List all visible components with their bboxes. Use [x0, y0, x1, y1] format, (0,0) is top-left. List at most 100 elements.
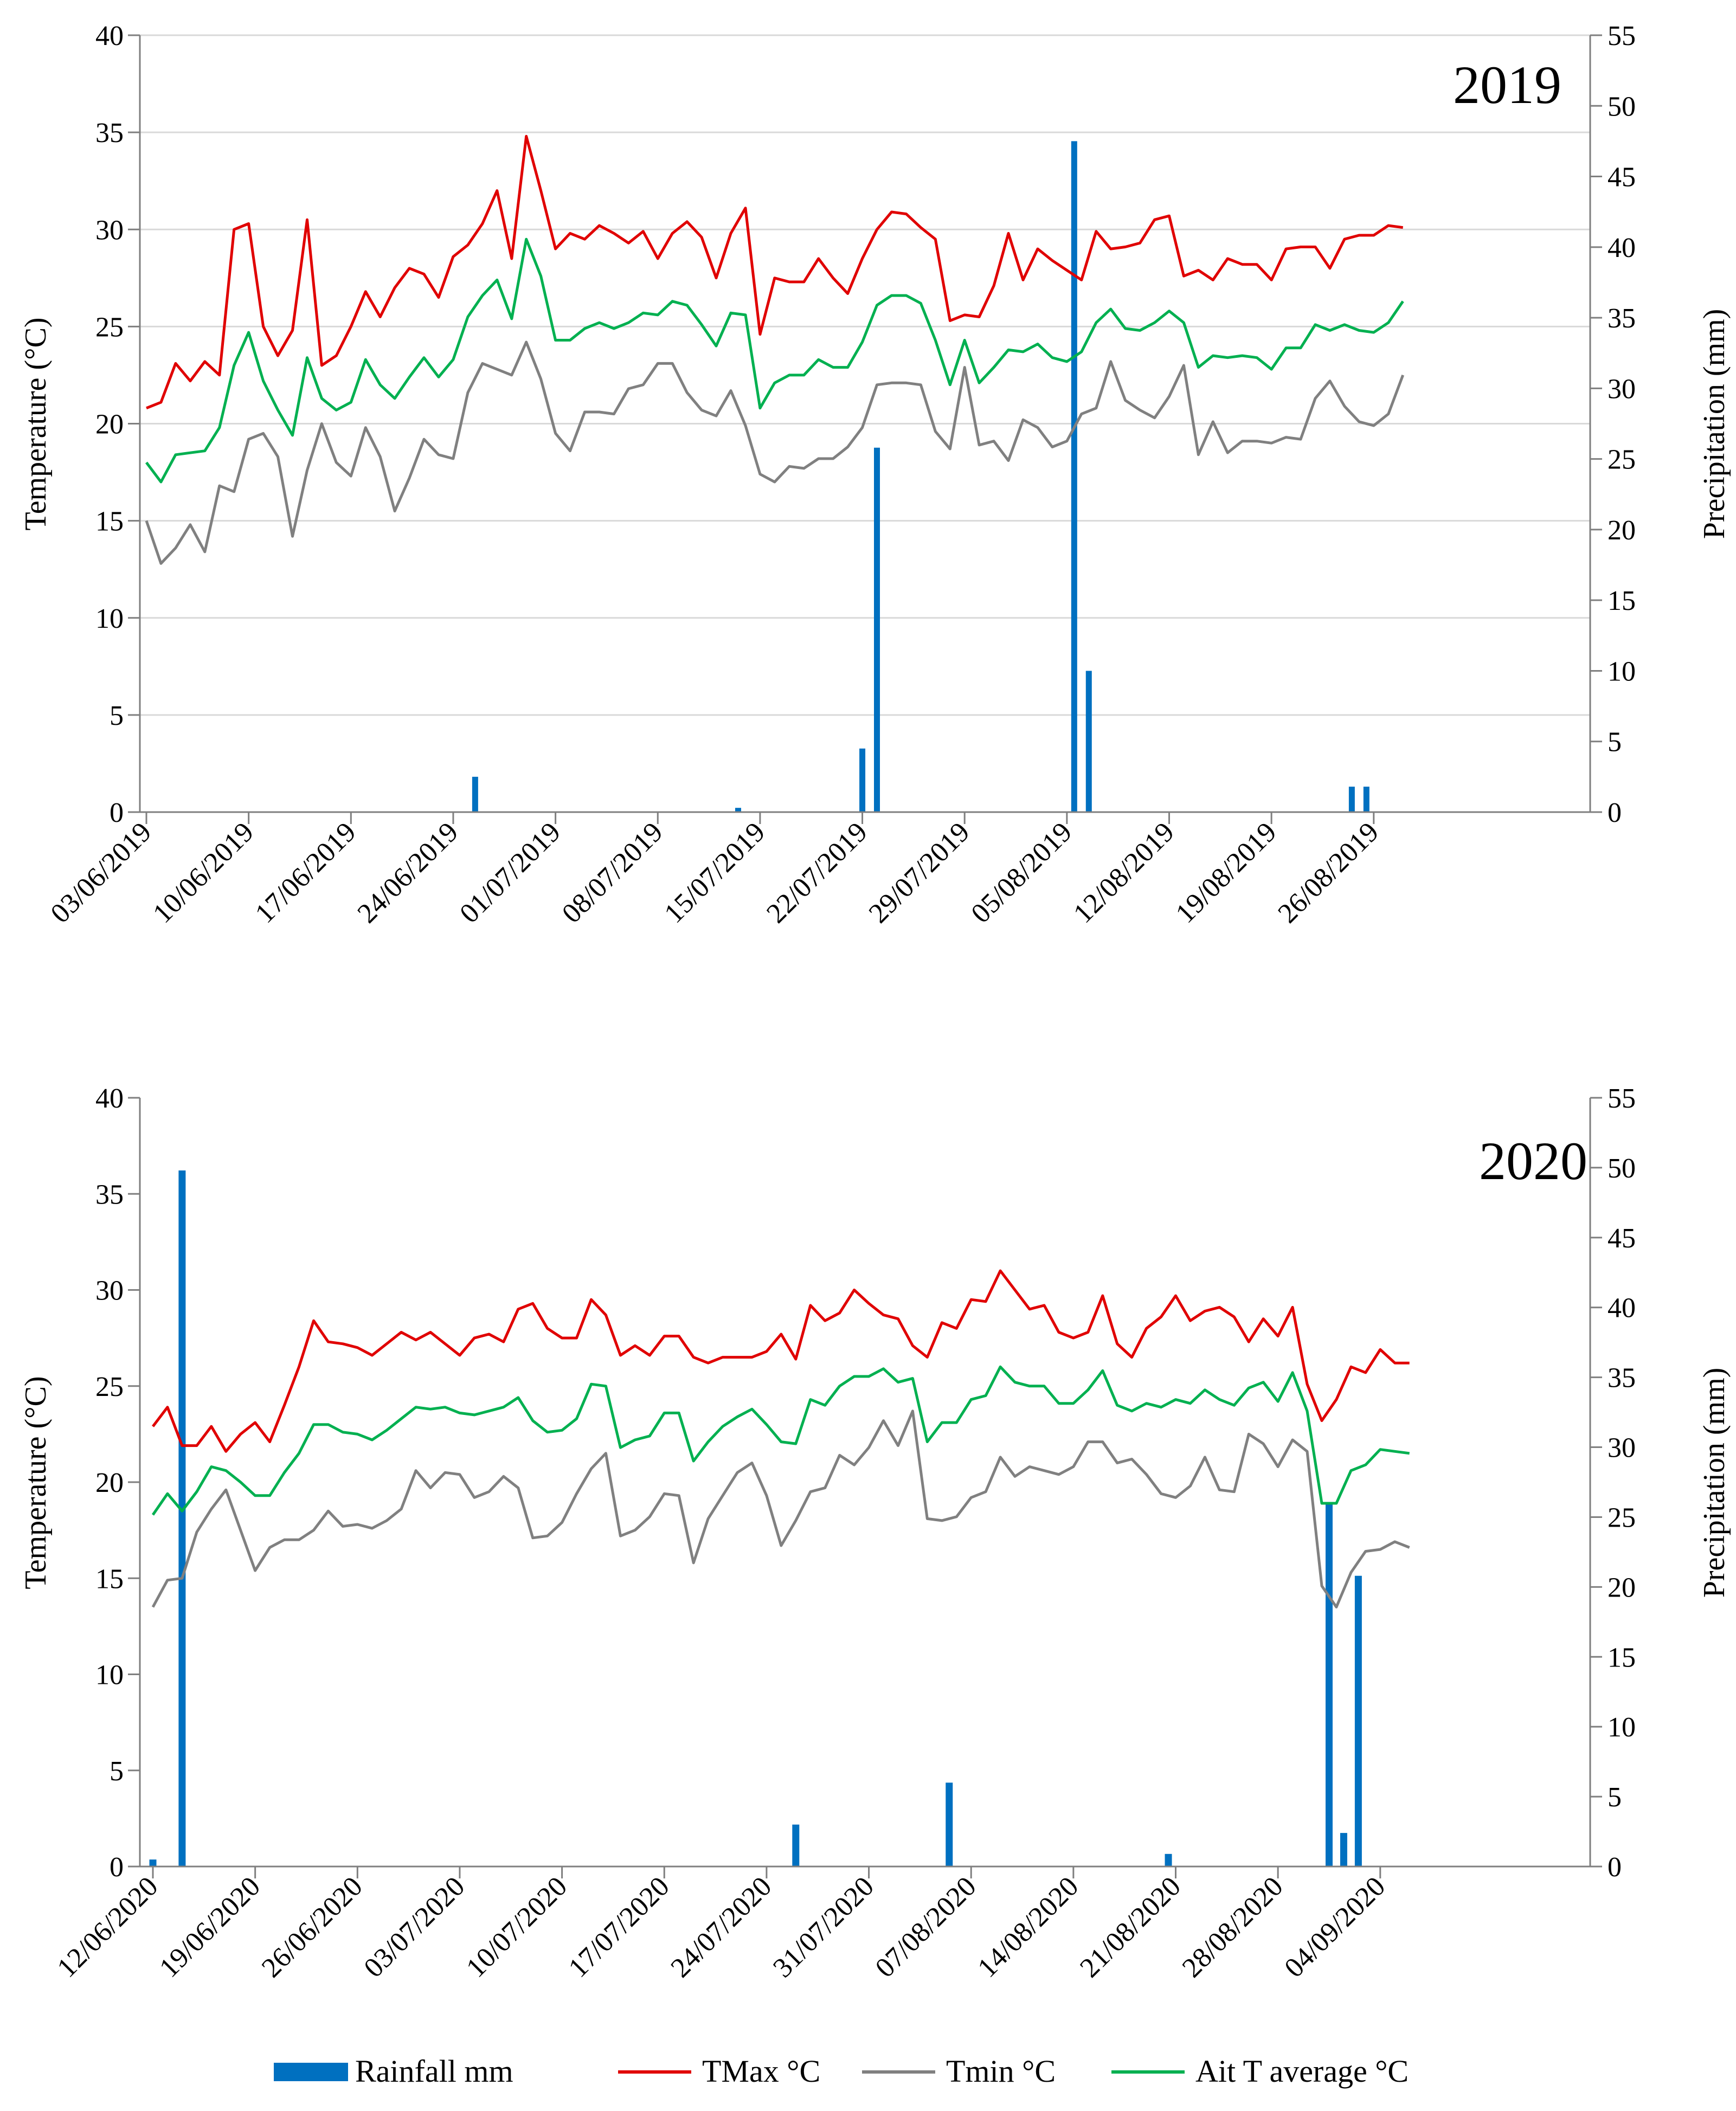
- precipitation-tick-label: 5: [1608, 727, 1622, 758]
- legend-tavg-label: Ait T average °C: [1195, 2054, 1409, 2089]
- temperature-tick-label: 20: [95, 409, 124, 440]
- date-tick-label: 19/08/2019: [1170, 816, 1283, 929]
- precipitation-tick-label: 25: [1608, 445, 1636, 475]
- rainfall-bar: [1348, 787, 1355, 812]
- precipitation-axis-ticks: 0 5 10 15 20 25 30 35 40 45 50 55: [1590, 21, 1636, 828]
- date-tick-label: 26/08/2019: [1272, 816, 1385, 929]
- precipitation-tick-label: 5: [1608, 1782, 1622, 1813]
- precipitation-tick-label: 0: [1608, 797, 1622, 828]
- temperature-tick-label: 5: [110, 1756, 124, 1787]
- year-label-2019: 2019: [1453, 55, 1561, 115]
- temperature-tick-label: 20: [95, 1468, 124, 1498]
- date-tick-label: 05/08/2019: [966, 816, 1078, 929]
- precipitation-tick-label: 30: [1608, 374, 1636, 404]
- precipitation-tick-label: 15: [1608, 585, 1636, 616]
- legend-rainfall-swatch: [274, 2063, 348, 2081]
- temperature-axis-title: Temperature (°C): [19, 1376, 53, 1589]
- precipitation-tick-label: 55: [1608, 21, 1636, 52]
- rainfall-bars: [472, 141, 1369, 812]
- tmax-line: [152, 1269, 1410, 1453]
- rainfall-bar: [874, 447, 880, 812]
- temperature-tick-label: 0: [110, 797, 124, 828]
- date-tick-label: 24/07/2020: [665, 1871, 778, 1984]
- precipitation-tick-label: 30: [1608, 1433, 1636, 1464]
- temperature-tick-label: 30: [95, 215, 124, 246]
- legend-tmin-label: Tmin °C: [946, 2054, 1056, 2089]
- rainfall-bars: [149, 1170, 1362, 1867]
- temperature-tick-label: 25: [95, 312, 124, 343]
- rainfall-bar: [1165, 1853, 1172, 1867]
- date-tick-label: 12/06/2020: [52, 1871, 164, 1984]
- date-tick-label: 03/06/2019: [45, 816, 158, 929]
- gridlines: [140, 34, 1590, 716]
- rainfall-bar: [1325, 1503, 1333, 1867]
- temperature-tick-label: 25: [95, 1372, 124, 1402]
- temperature-tick-label: 10: [95, 603, 124, 634]
- rainfall-bar: [859, 748, 866, 812]
- temperature-lines: [151, 1269, 1410, 1608]
- temperature-axis-ticks: 0 5 10 15 20 25 30 35 40: [95, 21, 140, 828]
- precipitation-tick-label: 45: [1608, 162, 1636, 193]
- temperature-tick-label: 40: [95, 21, 124, 52]
- precipitation-tick-label: 10: [1608, 1712, 1636, 1743]
- precipitation-tick-label: 35: [1608, 1363, 1636, 1394]
- tavg-line: [151, 1365, 1410, 1516]
- rainfall-bar: [792, 1824, 800, 1867]
- date-tick-label: 17/07/2020: [563, 1871, 676, 1984]
- temperature-tick-label: 10: [95, 1660, 124, 1691]
- precipitation-axis-title: Precipitation (mm): [1698, 309, 1731, 539]
- legend-tmax-label: TMax °C: [702, 2054, 820, 2089]
- precipitation-tick-label: 20: [1608, 515, 1636, 546]
- date-tick-label: 12/08/2019: [1068, 816, 1180, 929]
- date-tick-label: 26/06/2020: [256, 1871, 369, 1984]
- rainfall-bar: [472, 776, 478, 812]
- precipitation-tick-label: 45: [1608, 1223, 1636, 1254]
- legend-rainfall-label: Rainfall mm: [355, 2054, 513, 2089]
- precipitation-axis-title: Precipitation (mm): [1698, 1368, 1731, 1598]
- date-tick-label: 19/06/2020: [153, 1871, 266, 1984]
- date-tick-label: 10/07/2020: [460, 1871, 573, 1984]
- temperature-lines: [145, 134, 1405, 565]
- precipitation-tick-label: 55: [1608, 1083, 1636, 1114]
- rainfall-bar: [946, 1782, 953, 1867]
- rainfall-bar: [1363, 787, 1369, 812]
- year-label-2020: 2020: [1479, 1131, 1587, 1191]
- temperature-tick-label: 0: [110, 1852, 124, 1883]
- rainfall-bar: [1354, 1575, 1362, 1867]
- date-tick-label: 15/07/2019: [659, 816, 771, 929]
- precipitation-tick-label: 15: [1608, 1642, 1636, 1673]
- date-tick-label: 28/08/2020: [1176, 1871, 1289, 1984]
- temperature-axis-title: Temperature (°C): [19, 317, 53, 530]
- precipitation-tick-label: 20: [1608, 1572, 1636, 1603]
- date-tick-label: 08/07/2019: [556, 816, 669, 929]
- tmin-line: [145, 340, 1405, 565]
- rainfall-bar: [1071, 141, 1077, 812]
- precipitation-tick-label: 50: [1608, 1153, 1636, 1184]
- temperature-tick-label: 35: [95, 1179, 124, 1210]
- temperature-tick-label: 15: [95, 1563, 124, 1594]
- date-tick-label: 31/07/2020: [767, 1871, 880, 1984]
- date-tick-label: 22/07/2019: [761, 816, 873, 929]
- precipitation-tick-label: 50: [1608, 91, 1636, 122]
- date-tick-label: 17/06/2019: [249, 816, 362, 929]
- date-tick-label: 07/08/2020: [870, 1871, 982, 1984]
- date-tick-label: 21/08/2020: [1074, 1871, 1187, 1984]
- precipitation-tick-label: 40: [1608, 1293, 1636, 1324]
- temperature-tick-label: 15: [95, 506, 124, 537]
- precipitation-tick-label: 10: [1608, 656, 1636, 687]
- axes: [139, 1098, 1591, 1868]
- temperature-tick-label: 5: [110, 700, 124, 731]
- precipitation-tick-label: 25: [1608, 1502, 1636, 1533]
- tavg-line: [145, 237, 1404, 484]
- date-axis-ticks: 12/06/202019/06/202026/06/202003/07/2020…: [52, 1867, 1391, 1984]
- tmax-line: [146, 134, 1404, 410]
- tmin-line: [151, 1410, 1410, 1608]
- rainfall-bar: [1085, 671, 1092, 812]
- rainfall-bar: [149, 1859, 157, 1867]
- date-tick-label: 24/06/2019: [352, 816, 465, 929]
- date-tick-label: 14/08/2020: [972, 1871, 1085, 1984]
- date-axis-ticks: 03/06/201910/06/201917/06/201924/06/2019…: [45, 812, 1385, 929]
